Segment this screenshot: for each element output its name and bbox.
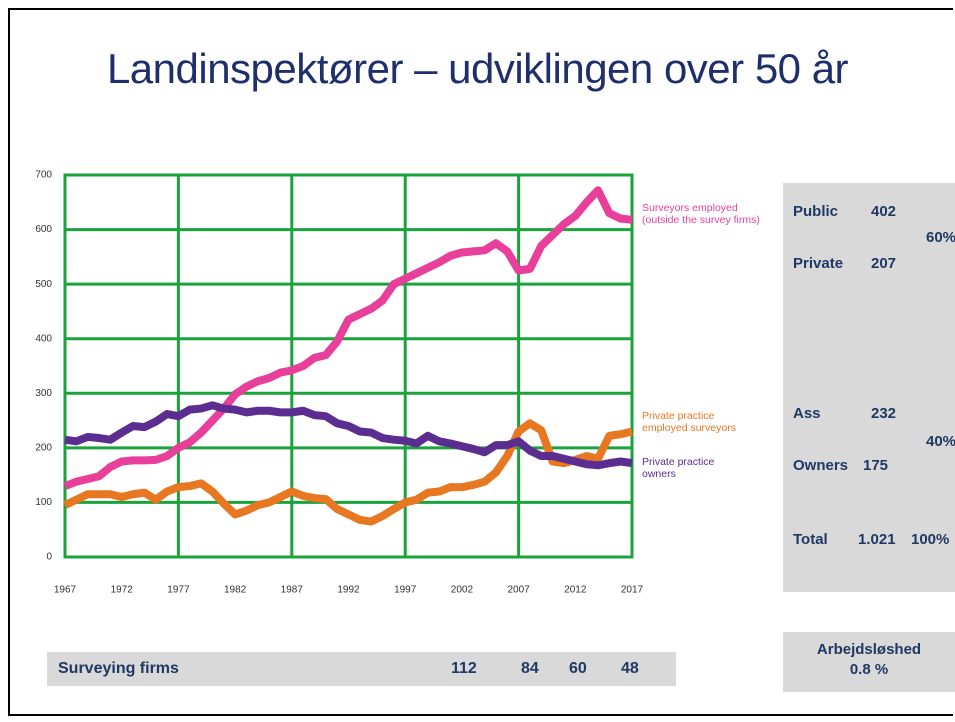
- x-tick-label: 2002: [451, 585, 474, 596]
- y-tick-label: 200: [35, 442, 52, 453]
- row-label: Total: [793, 531, 828, 548]
- y-tick-label: 700: [35, 170, 52, 181]
- row-share: 60%: [926, 229, 955, 246]
- x-tick-label: 2012: [564, 585, 587, 596]
- row-label: Public: [793, 203, 839, 220]
- firms-value: 112: [451, 660, 477, 677]
- slide-title: Landinspektører – udviklingen over 50 år: [106, 45, 849, 92]
- row-share: 40%: [926, 433, 955, 450]
- y-tick-label: 0: [46, 552, 52, 563]
- x-tick-label: 2007: [507, 585, 530, 596]
- firms-label: Surveying firms: [58, 660, 179, 677]
- y-tick-label: 300: [35, 388, 52, 399]
- x-tick-label: 2017: [621, 585, 644, 596]
- row-share: 100%: [911, 531, 950, 548]
- row-value: 232: [871, 405, 897, 422]
- firms-bar: Surveying firms 112 84 60 48: [47, 652, 676, 686]
- series-line: [64, 401, 633, 470]
- legend-label: Private practice employed surveyors: [642, 410, 736, 434]
- y-tick-label: 400: [35, 333, 52, 344]
- firms-value: 48: [621, 660, 639, 677]
- row-label: Ass: [793, 405, 821, 422]
- legend-label: Surveyors employed (outside the survey f…: [642, 202, 760, 226]
- y-tick-label: 500: [35, 279, 52, 290]
- summary-panel: Public 402 60% Private 207 Ass 232 40% O…: [783, 183, 955, 592]
- x-tick-label: 1977: [167, 585, 190, 596]
- legend-label: Private practice owners: [642, 456, 715, 480]
- x-tick-label: 1967: [54, 585, 77, 596]
- plot-frame: [63, 173, 634, 559]
- unemployment-label: Arbejdsløshed: [816, 641, 922, 658]
- x-tick-label: 1997: [394, 585, 417, 596]
- row-value: 175: [863, 457, 889, 474]
- row-value: 402: [871, 203, 897, 220]
- y-tick-label: 600: [35, 224, 52, 235]
- row-label: Owners: [793, 457, 849, 474]
- x-tick-label: 1992: [337, 585, 360, 596]
- x-tick-label: 1982: [224, 585, 247, 596]
- row-value: 207: [871, 255, 897, 272]
- y-tick-label: 100: [35, 497, 52, 508]
- series-line: [63, 186, 633, 490]
- row-label: Private: [793, 255, 844, 272]
- x-tick-label: 1972: [111, 585, 134, 596]
- x-tick-label: 1987: [281, 585, 304, 596]
- series-line: [63, 419, 633, 526]
- unemployment-value: 0.8 %: [849, 661, 889, 678]
- slide-frame: [8, 8, 953, 716]
- firms-value: 84: [521, 660, 539, 677]
- unemployment-box: Arbejdsløshed 0.8 %: [783, 632, 955, 692]
- row-value: 1.021: [858, 531, 896, 548]
- firms-value: 60: [569, 660, 587, 677]
